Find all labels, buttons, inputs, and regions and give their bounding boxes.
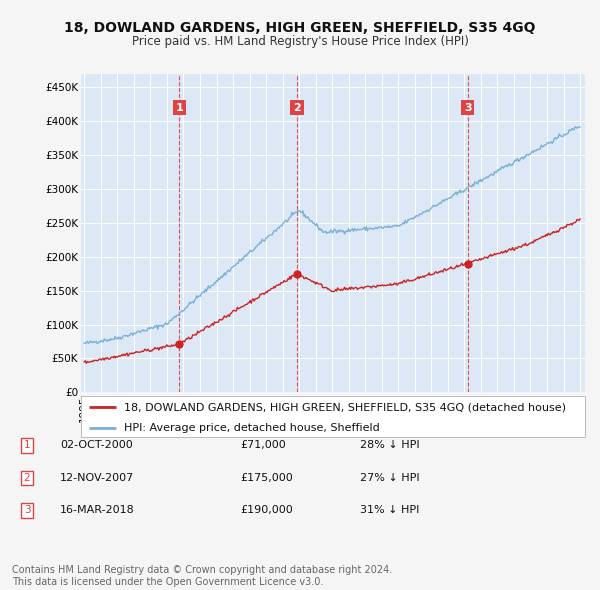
Text: 18, DOWLAND GARDENS, HIGH GREEN, SHEFFIELD, S35 4GQ (detached house): 18, DOWLAND GARDENS, HIGH GREEN, SHEFFIE… (124, 402, 566, 412)
Text: 3: 3 (464, 103, 472, 113)
Text: 18, DOWLAND GARDENS, HIGH GREEN, SHEFFIELD, S35 4GQ: 18, DOWLAND GARDENS, HIGH GREEN, SHEFFIE… (64, 21, 536, 35)
Text: 12-NOV-2007: 12-NOV-2007 (60, 473, 134, 483)
Text: 1: 1 (23, 441, 31, 450)
Text: 16-MAR-2018: 16-MAR-2018 (60, 506, 135, 515)
Text: 1: 1 (175, 103, 183, 113)
Text: 27% ↓ HPI: 27% ↓ HPI (360, 473, 419, 483)
Text: 2: 2 (23, 473, 31, 483)
Text: HPI: Average price, detached house, Sheffield: HPI: Average price, detached house, Shef… (124, 423, 380, 433)
Text: 2: 2 (293, 103, 301, 113)
Text: £175,000: £175,000 (240, 473, 293, 483)
Text: £71,000: £71,000 (240, 441, 286, 450)
Text: Price paid vs. HM Land Registry's House Price Index (HPI): Price paid vs. HM Land Registry's House … (131, 35, 469, 48)
Text: 31% ↓ HPI: 31% ↓ HPI (360, 506, 419, 515)
Text: 3: 3 (23, 506, 31, 515)
Text: £190,000: £190,000 (240, 506, 293, 515)
Text: Contains HM Land Registry data © Crown copyright and database right 2024.
This d: Contains HM Land Registry data © Crown c… (12, 565, 392, 587)
Text: 28% ↓ HPI: 28% ↓ HPI (360, 441, 419, 450)
Text: 02-OCT-2000: 02-OCT-2000 (60, 441, 133, 450)
